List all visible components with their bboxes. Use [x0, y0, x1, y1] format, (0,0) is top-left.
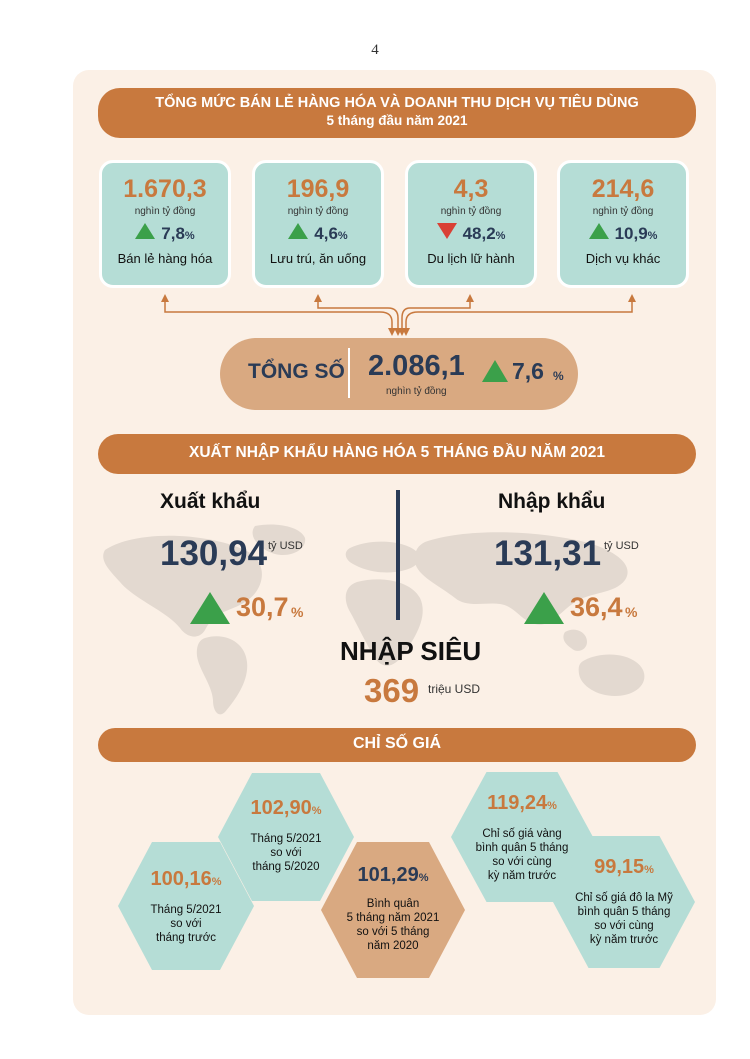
hex-text-line: Tháng 5/2021 [150, 904, 222, 916]
total-unit: nghìn tỷ đồng [386, 386, 447, 397]
hex-text-line: bình quân 5 tháng [475, 842, 569, 854]
retail-card-goods: 1.670,3 nghìn tỷ đồng 7,8% Bán lẻ hàng h… [99, 160, 231, 288]
total-divider [348, 348, 350, 398]
hex-text-line: kỳ năm trước [589, 934, 659, 946]
hex-text-line: tháng trước [156, 932, 216, 944]
hex-value: 102,90% [250, 797, 322, 819]
hex-text-line: 5 tháng năm 2021 [346, 912, 440, 924]
price-banner: CHỈ SỐ GIÁ [98, 728, 696, 762]
card-pct: % [495, 230, 506, 242]
hex-text-line: kỳ năm trước [487, 870, 557, 882]
hex-text-line: năm 2020 [367, 940, 419, 952]
increase-arrow-icon [190, 592, 230, 624]
import-label: Nhập khẩu [498, 490, 606, 513]
trade-surplus-label: NHẬP SIÊU [340, 636, 482, 666]
price-hex-usd: 99,15% Chỉ số giá đô la Mỹ bình quân 5 t… [553, 836, 695, 968]
export-value: 130,94 [160, 534, 268, 573]
total-retail-pill: TỔNG SỐ 2.086,1 nghìn tỷ đồng 7,6 % [220, 338, 578, 410]
card-value: 1.670,3 [123, 175, 207, 203]
hex-text-line: so với cùng [492, 856, 552, 868]
increase-arrow-icon [135, 223, 156, 239]
import-unit: tỷ USD [604, 540, 639, 552]
card-value: 214,6 [591, 175, 655, 203]
trade-banner: XUẤT NHẬP KHẨU HÀNG HÓA 5 THÁNG ĐẦU NĂM … [98, 434, 696, 474]
trade-surplus-value: 369 [364, 672, 420, 709]
page-number: 4 [371, 42, 379, 58]
retail-card-other-services: 214,6 nghìn tỷ đồng 10,9% Dịch vụ khác [557, 160, 689, 288]
retail-banner: TỔNG MỨC BÁN LẺ HÀNG HÓA VÀ DOANH THU DỊ… [98, 88, 696, 138]
hex-text-line: so với [270, 847, 302, 859]
export-change: 30,7 [236, 592, 289, 622]
price-hex-average: 101,29% Bình quân 5 tháng năm 2021 so vớ… [321, 842, 465, 978]
hex-text-line: so với cùng [594, 920, 654, 932]
import-pct: % [625, 604, 638, 620]
price-title: CHỈ SỐ GIÁ [352, 735, 441, 752]
export-unit: tỷ USD [268, 540, 303, 552]
hex-text-line: bình quân 5 tháng [577, 906, 671, 918]
card-unit: nghìn tỷ đồng [134, 206, 196, 217]
hex-text-line: Chỉ số giá vàng [482, 828, 562, 840]
card-value: 4,3 [453, 175, 489, 203]
card-unit: nghìn tỷ đồng [287, 206, 349, 217]
hex-value: 119,24% [487, 792, 557, 814]
card-unit: nghìn tỷ đồng [592, 206, 654, 217]
hex-text-line: so với [170, 918, 202, 930]
retail-card-accommodation: 196,9 nghìn tỷ đồng 4,6% Lưu trú, ăn uốn… [252, 160, 384, 288]
increase-arrow-icon [482, 360, 508, 382]
card-pct: % [647, 230, 658, 242]
import-change: 36,4 [570, 592, 623, 622]
total-label: TỔNG SỐ [248, 360, 345, 383]
hex-value: 100,16% [150, 868, 222, 890]
hex-text-line: so với 5 tháng [356, 926, 430, 938]
export-pct: % [291, 604, 304, 620]
card-value: 196,9 [286, 175, 350, 203]
card-pct: % [337, 230, 348, 242]
total-change: 7,6 [512, 358, 544, 384]
decrease-arrow-icon [436, 223, 457, 239]
card-change: 4,6 [314, 224, 338, 243]
card-pct: % [184, 230, 195, 242]
card-change: 10,9 [614, 224, 648, 243]
total-value: 2.086,1 [368, 350, 465, 382]
increase-arrow-icon [588, 223, 609, 239]
trade-title: XUẤT NHẬP KHẨU HÀNG HÓA 5 THÁNG ĐẦU NĂM … [189, 444, 605, 461]
card-label: Dịch vụ khác [585, 251, 661, 266]
retail-card-travel: 4,3 nghìn tỷ đồng 48,2% Du lịch lữ hành [405, 160, 537, 288]
retail-subtitle: 5 tháng đầu năm 2021 [326, 113, 468, 128]
card-label: Lưu trú, ăn uống [269, 251, 367, 266]
card-unit: nghìn tỷ đồng [440, 206, 502, 217]
hex-text-line: Tháng 5/2021 [250, 833, 322, 845]
import-value: 131,31 [494, 534, 602, 573]
retail-title: TỔNG MỨC BÁN LẺ HÀNG HÓA VÀ DOANH THU DỊ… [155, 95, 639, 111]
hex-text-line: Chỉ số giá đô la Mỹ [575, 892, 673, 904]
trade-divider [396, 490, 400, 620]
export-label: Xuất khẩu [160, 490, 261, 513]
hex-text-line: tháng 5/2020 [252, 861, 320, 873]
total-pct: % [553, 369, 564, 383]
card-label: Bán lẻ hàng hóa [117, 251, 213, 266]
increase-arrow-icon [288, 223, 309, 239]
card-label: Du lịch lữ hành [427, 251, 515, 266]
card-change: 7,8 [161, 224, 185, 243]
trade-surplus-unit: triệu USD [428, 682, 481, 696]
hex-text-line: Bình quân [366, 898, 420, 910]
increase-arrow-icon [524, 592, 564, 624]
hex-value: 99,15% [594, 856, 654, 878]
card-change: 48,2 [462, 224, 496, 243]
hex-value: 101,29% [357, 864, 429, 886]
